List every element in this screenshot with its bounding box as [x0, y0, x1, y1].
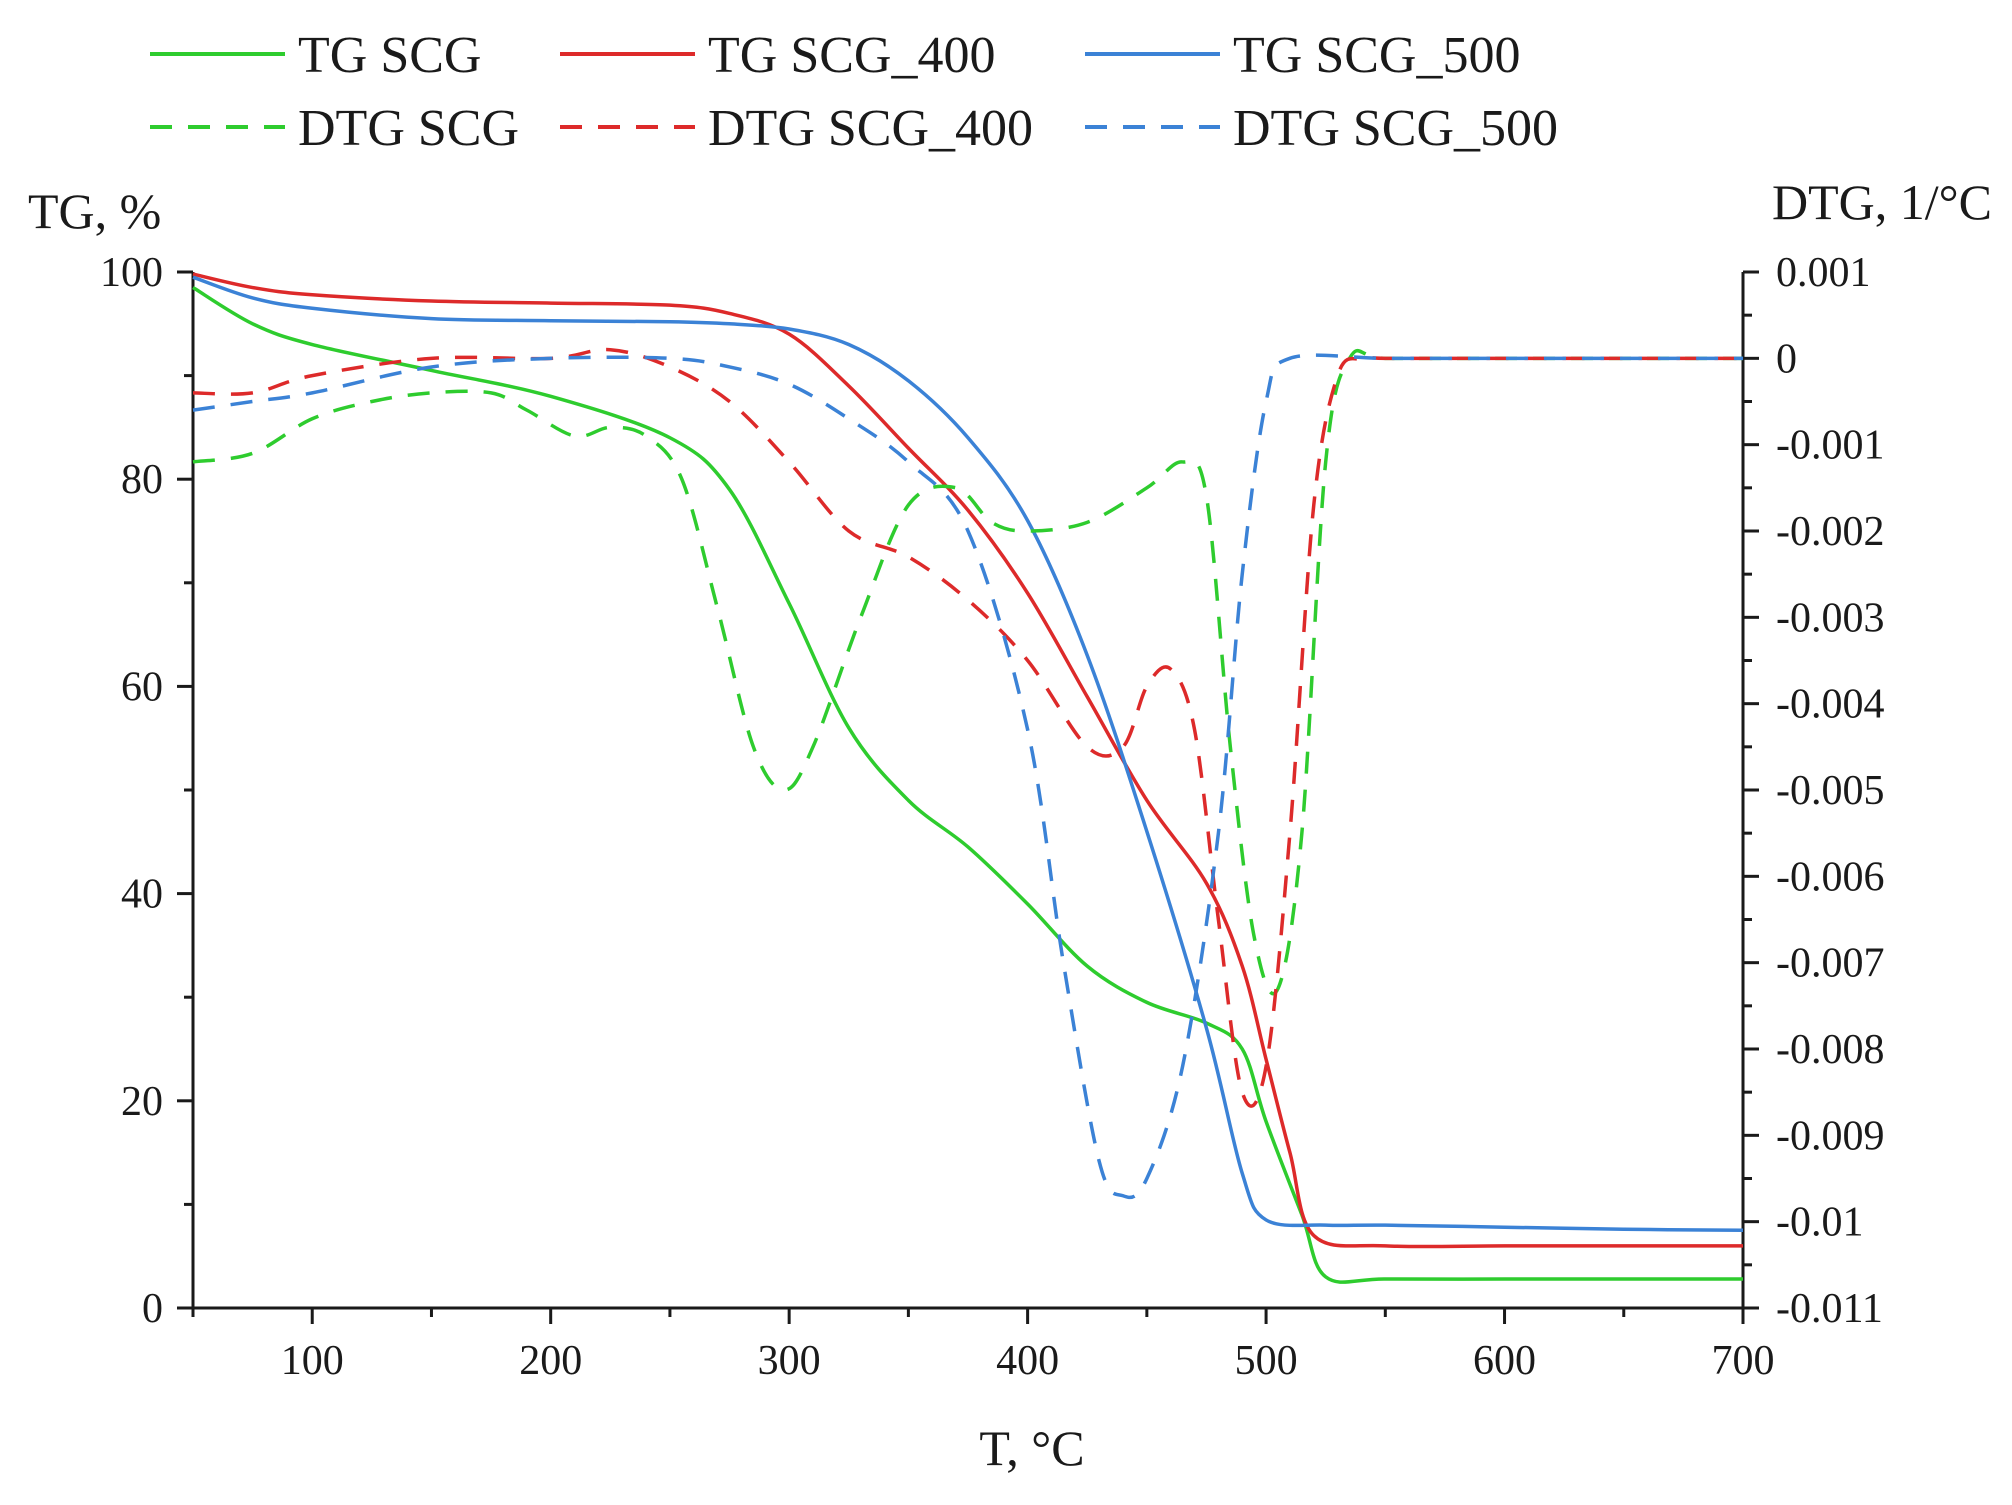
y-left-tick-label: 80	[121, 457, 163, 503]
y-left-tick-label: 20	[121, 1079, 163, 1125]
x-ticks: 100 200 300 400 500 600 700	[191, 1308, 1775, 1384]
legend-label-tg-scg: TG SCG	[298, 27, 481, 84]
series-lines	[192, 272, 1744, 1284]
series-line-dtg-scg-500	[192, 353, 1743, 1200]
legend-label-dtg-scg: DTG SCG	[298, 100, 519, 157]
legend-entry-tg-scg-400: TG SCG_400	[560, 27, 995, 84]
x-tick-label: 700	[1712, 1338, 1775, 1384]
x-tick-label: 200	[519, 1338, 582, 1384]
y-right-ticks: 0.001 0 -0.001 -0.002 -0.003 -0.004 -0.005 -0.0…	[1743, 250, 1885, 1332]
legend-entry-dtg-scg-500: DTG SCG_500	[1085, 100, 1558, 157]
axes	[191, 272, 1745, 1310]
legend-entry-dtg-scg: DTG SCG	[150, 100, 519, 157]
series-line-dtg-scg	[192, 349, 1743, 996]
y-right-tick-label: -0.004	[1776, 682, 1885, 728]
y-right-tick-label: -0.01	[1776, 1200, 1864, 1246]
y-right-axis-title: DTG, 1/°C	[1772, 174, 1992, 230]
x-tick-label: 300	[758, 1338, 821, 1384]
legend-label-tg-scg-500: TG SCG_500	[1233, 27, 1520, 84]
legend-entry-tg-scg-500: TG SCG_500	[1085, 27, 1520, 84]
y-right-tick-label: -0.001	[1776, 423, 1885, 469]
x-tick-label: 500	[1235, 1338, 1298, 1384]
y-left-tick-label: 0	[142, 1286, 163, 1332]
y-right-tick-label: -0.006	[1776, 854, 1885, 900]
y-right-tick-label: 0.001	[1776, 250, 1871, 296]
y-left-tick-label: 100	[100, 250, 163, 296]
y-right-tick-label: -0.005	[1776, 768, 1885, 814]
x-axis-title: T, °C	[979, 1420, 1084, 1476]
y-left-axis-title: TG, %	[28, 183, 161, 239]
series-line-tg-scg	[192, 286, 1743, 1284]
y-right-tick-label: -0.011	[1776, 1286, 1883, 1332]
x-tick-label: 100	[281, 1338, 344, 1384]
legend-label-tg-scg-400: TG SCG_400	[708, 27, 995, 84]
series-line-dtg-scg-400	[192, 347, 1743, 1108]
y-left-ticks: 0 20 40 60 80 100	[100, 250, 193, 1332]
series-line-tg-scg-500	[192, 275, 1744, 1233]
y-right-tick-label: -0.003	[1776, 595, 1885, 641]
y-left-tick-label: 60	[121, 664, 163, 710]
y-right-tick-label: -0.007	[1776, 941, 1885, 987]
y-right-tick-label: 0	[1776, 336, 1797, 382]
series-line-tg-scg-400	[192, 272, 1743, 1249]
y-right-tick-label: -0.009	[1776, 1113, 1885, 1159]
legend-entry-dtg-scg-400: DTG SCG_400	[560, 100, 1033, 157]
legend-entry-tg-scg: TG SCG	[150, 27, 481, 84]
legend-label-dtg-scg-500: DTG SCG_500	[1233, 100, 1558, 157]
y-right-tick-label: -0.002	[1776, 509, 1885, 555]
x-tick-label: 400	[996, 1338, 1059, 1384]
y-left-tick-label: 40	[121, 872, 163, 918]
legend: TG SCG TG SCG_400 TG SCG_500 DTG SCG DTG…	[150, 27, 1558, 157]
y-right-tick-label: -0.008	[1776, 1027, 1885, 1073]
x-tick-label: 600	[1473, 1338, 1536, 1384]
legend-label-dtg-scg-400: DTG SCG_400	[708, 100, 1033, 157]
